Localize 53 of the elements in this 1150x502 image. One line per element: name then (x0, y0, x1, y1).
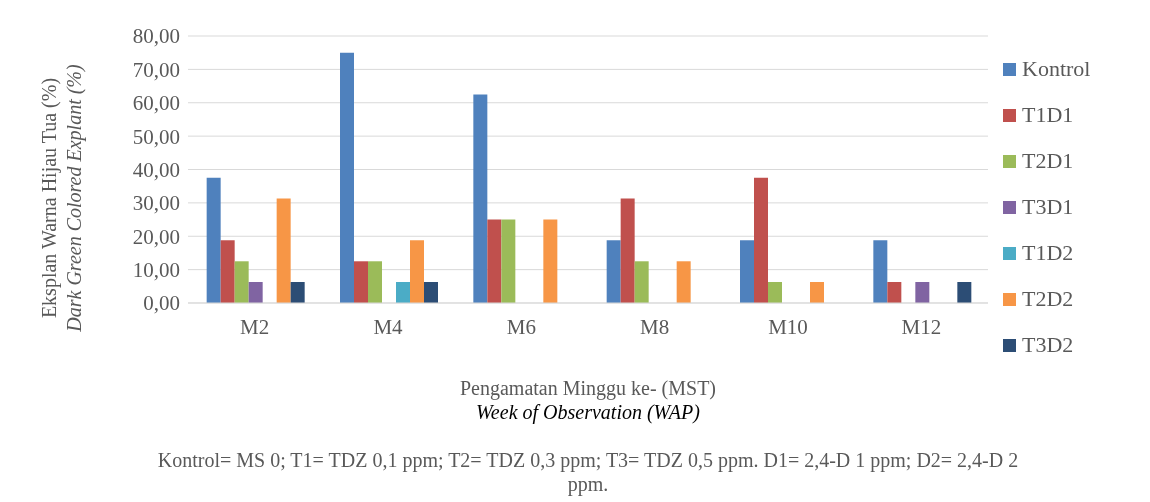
bar (501, 219, 516, 303)
x-tick-label: M12 (901, 314, 942, 339)
bar (473, 94, 488, 303)
x-tick-label: M4 (373, 314, 404, 339)
bar (620, 198, 635, 303)
bar (206, 177, 221, 303)
bar (248, 281, 263, 303)
bar (887, 281, 902, 303)
bar (368, 261, 382, 303)
y-tick-label: 60,00 (132, 91, 180, 116)
bar (634, 261, 649, 303)
x-tick-label: M6 (506, 314, 536, 339)
bar (606, 240, 621, 303)
bar (915, 281, 930, 303)
y-tick-label: 30,00 (132, 191, 180, 216)
bar (957, 281, 972, 303)
y-axis-title: Eksplan Warna Hijau Tua (%) Dark Green Colored Explant (%) (37, 64, 87, 332)
x-tick-label: M2 (240, 314, 270, 339)
y-tick-label: 0,00 (143, 291, 180, 316)
text: Kontrol= MS 0; T1= TDZ 0,1 ppm; T2= TDZ 0,3 ppm; T3= TDZ 0,5 ppm. D1= 2,4-D 1 ppm; D2= 2,4-D 2 ppm. (156, 448, 1020, 496)
legend-label: T3D1 (1022, 194, 1074, 220)
y-tick-label: 80,00 (132, 24, 180, 49)
bar (740, 240, 754, 303)
bar (810, 281, 824, 303)
legend-label: T1D2 (1022, 240, 1074, 266)
bar (873, 240, 888, 303)
x-tick-label: M10 (768, 314, 808, 339)
legend-label: T2D1 (1022, 148, 1074, 174)
bar (276, 198, 291, 303)
legend-label: T1D1 (1022, 102, 1074, 128)
bar (290, 281, 305, 303)
legend-label: T2D2 (1022, 286, 1074, 312)
y-tick-label: 20,00 (132, 224, 180, 249)
bar (354, 261, 368, 303)
bar (220, 240, 235, 303)
bar (424, 281, 438, 303)
y-tick-label: 10,00 (132, 258, 180, 283)
bar (754, 177, 768, 303)
legend-label: T3D2 (1022, 332, 1074, 358)
y-tick-label: 50,00 (132, 124, 180, 149)
y-tick-label: 70,00 (132, 57, 180, 82)
bar (487, 219, 502, 303)
bar (396, 281, 410, 303)
x-axis-title: Pengamatan Minggu ke- (MST) Week of Observation (WAP) (458, 376, 718, 424)
bar (768, 281, 782, 303)
bar (676, 261, 691, 303)
legend-label: Kontrol (1022, 56, 1091, 82)
bar (543, 219, 558, 303)
bar (340, 52, 354, 303)
bar (410, 240, 424, 303)
x-tick-label: M8 (640, 314, 670, 339)
bar (234, 261, 249, 303)
y-tick-label: 40,00 (132, 157, 180, 182)
